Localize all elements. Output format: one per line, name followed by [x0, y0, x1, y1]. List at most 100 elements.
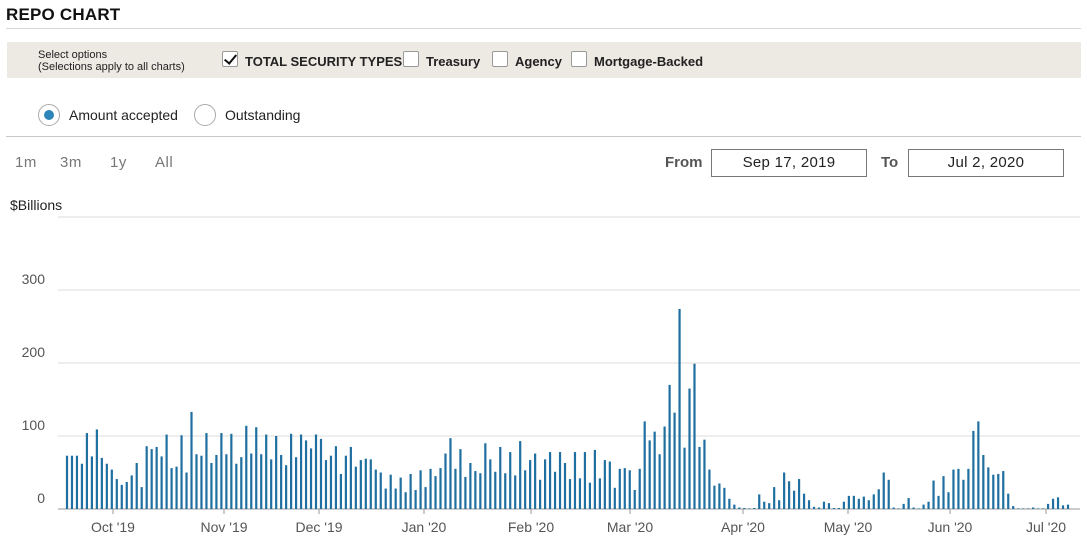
bar[interactable]: [543, 459, 547, 509]
bar[interactable]: [553, 471, 557, 509]
bar[interactable]: [738, 507, 741, 509]
bar[interactable]: [394, 488, 397, 509]
radio-outstanding[interactable]: [193, 104, 216, 126]
bar[interactable]: [788, 481, 791, 509]
bar[interactable]: [374, 469, 377, 509]
bar[interactable]: [608, 461, 611, 509]
bar[interactable]: [309, 448, 313, 509]
bar[interactable]: [952, 469, 955, 509]
bar[interactable]: [294, 457, 298, 509]
bar[interactable]: [359, 460, 362, 509]
bar[interactable]: [568, 479, 572, 509]
bar[interactable]: [519, 441, 522, 509]
bar[interactable]: [210, 463, 213, 509]
bar[interactable]: [578, 478, 582, 509]
bar[interactable]: [275, 436, 278, 509]
bar[interactable]: [195, 454, 198, 509]
bar[interactable]: [588, 482, 592, 509]
bar[interactable]: [1027, 508, 1030, 509]
bar[interactable]: [713, 485, 716, 509]
bar[interactable]: [633, 490, 636, 509]
bar[interactable]: [235, 463, 238, 509]
bar[interactable]: [957, 468, 960, 509]
bar[interactable]: [260, 454, 263, 509]
bar[interactable]: [947, 492, 950, 509]
bar[interactable]: [678, 308, 681, 509]
bar[interactable]: [514, 475, 517, 509]
bar[interactable]: [444, 453, 447, 509]
bar[interactable]: [110, 469, 113, 509]
bar[interactable]: [190, 411, 193, 509]
bar[interactable]: [733, 504, 736, 509]
bar[interactable]: [932, 480, 935, 509]
bar[interactable]: [369, 459, 372, 509]
radio-amount-accepted[interactable]: [38, 104, 60, 126]
bar[interactable]: [115, 479, 118, 509]
bar[interactable]: [454, 468, 457, 509]
bar[interactable]: [992, 474, 995, 509]
bar[interactable]: [434, 476, 437, 509]
bar[interactable]: [1017, 508, 1020, 509]
bar[interactable]: [882, 472, 885, 510]
bar[interactable]: [145, 446, 148, 509]
bar[interactable]: [230, 433, 233, 509]
bar[interactable]: [573, 452, 577, 509]
bar[interactable]: [524, 470, 527, 509]
bar[interactable]: [862, 496, 865, 509]
checkbox-treasury[interactable]: Treasury: [403, 48, 480, 69]
bar[interactable]: [593, 449, 596, 509]
bar[interactable]: [419, 470, 422, 509]
bar[interactable]: [130, 475, 133, 509]
bar[interactable]: [80, 463, 84, 509]
bar[interactable]: [628, 470, 631, 509]
bar[interactable]: [205, 433, 208, 509]
zoom-all-button[interactable]: All: [155, 154, 174, 171]
bar[interactable]: [897, 508, 900, 509]
bar[interactable]: [603, 460, 606, 509]
bar[interactable]: [334, 446, 338, 509]
bar[interactable]: [389, 474, 392, 509]
bar[interactable]: [90, 456, 94, 509]
bar[interactable]: [304, 440, 308, 509]
bar[interactable]: [867, 500, 870, 509]
bar[interactable]: [1002, 471, 1005, 509]
bar[interactable]: [937, 495, 940, 509]
bar[interactable]: [668, 384, 671, 509]
bar[interactable]: [449, 438, 452, 509]
checkbox-unchecked-icon[interactable]: [403, 50, 419, 67]
bar[interactable]: [563, 463, 567, 509]
bar[interactable]: [783, 472, 786, 510]
bar[interactable]: [618, 468, 621, 509]
bar[interactable]: [185, 472, 188, 510]
bar[interactable]: [997, 473, 1000, 509]
bar[interactable]: [548, 452, 552, 509]
bar[interactable]: [1022, 508, 1025, 509]
bar[interactable]: [250, 453, 253, 509]
bar[interactable]: [85, 433, 89, 509]
bar[interactable]: [180, 435, 183, 509]
bar[interactable]: [384, 488, 387, 509]
bar[interactable]: [240, 457, 243, 509]
bar[interactable]: [1066, 504, 1070, 509]
checkbox-unchecked-icon[interactable]: [571, 50, 587, 67]
bar[interactable]: [598, 478, 601, 509]
bar[interactable]: [648, 440, 651, 509]
bar[interactable]: [723, 487, 726, 509]
bar[interactable]: [270, 459, 273, 509]
bar[interactable]: [220, 433, 223, 509]
bar[interactable]: [499, 446, 502, 509]
checkbox-agency[interactable]: Agency: [492, 48, 562, 69]
bar[interactable]: [877, 489, 880, 509]
bar[interactable]: [1061, 505, 1065, 509]
bar[interactable]: [927, 501, 930, 509]
bar[interactable]: [708, 469, 711, 509]
bar[interactable]: [494, 471, 497, 509]
bar[interactable]: [967, 468, 970, 509]
checkbox-checked-icon[interactable]: [222, 50, 238, 67]
bar[interactable]: [329, 455, 333, 509]
bar[interactable]: [265, 434, 268, 509]
checkbox-total-security-types[interactable]: TOTAL SECURITY TYPES: [222, 48, 402, 69]
bar[interactable]: [399, 477, 402, 509]
bar[interactable]: [623, 468, 626, 509]
checkbox-unchecked-icon[interactable]: [492, 50, 508, 67]
